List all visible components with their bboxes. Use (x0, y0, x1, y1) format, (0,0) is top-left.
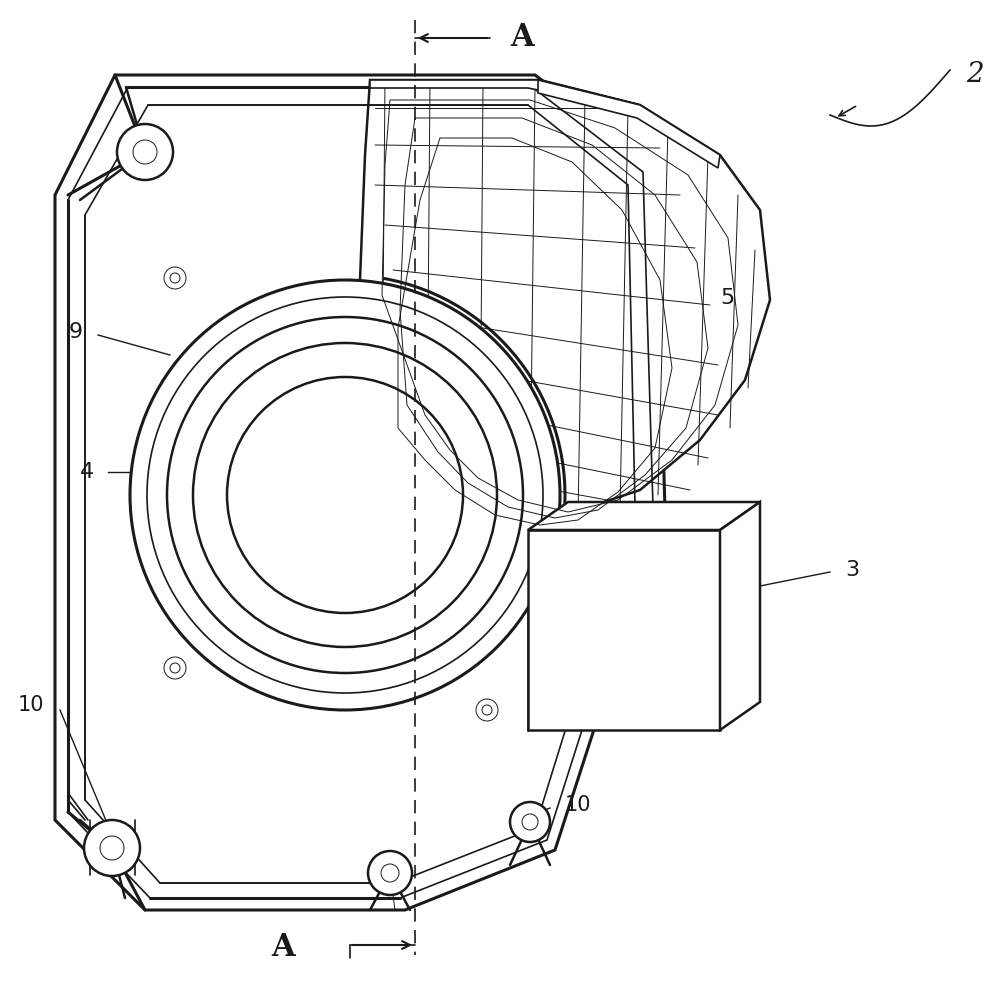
Circle shape (193, 343, 497, 647)
Circle shape (147, 297, 543, 693)
Polygon shape (528, 502, 760, 530)
Text: 3: 3 (845, 560, 859, 580)
Text: 10: 10 (565, 795, 592, 815)
Circle shape (482, 705, 492, 715)
Circle shape (164, 267, 186, 289)
Circle shape (170, 273, 180, 283)
Circle shape (167, 317, 523, 673)
Circle shape (84, 820, 140, 876)
Polygon shape (360, 80, 770, 510)
Text: A: A (271, 932, 295, 963)
Circle shape (117, 124, 173, 180)
Text: A: A (510, 23, 534, 54)
Circle shape (476, 699, 498, 721)
Circle shape (130, 280, 560, 710)
Text: 2: 2 (966, 62, 984, 89)
Circle shape (368, 851, 412, 895)
Polygon shape (528, 530, 720, 730)
Polygon shape (538, 80, 720, 168)
Circle shape (510, 802, 550, 842)
Text: 4: 4 (80, 462, 94, 482)
Circle shape (522, 814, 538, 830)
Text: 10: 10 (18, 695, 44, 715)
Circle shape (381, 864, 399, 882)
Text: 9: 9 (69, 322, 83, 342)
Circle shape (227, 377, 463, 613)
Polygon shape (720, 502, 760, 730)
Circle shape (100, 836, 124, 860)
Polygon shape (370, 80, 640, 108)
Circle shape (133, 140, 157, 164)
Text: 5: 5 (720, 288, 734, 308)
Circle shape (164, 657, 186, 679)
Text: 9: 9 (635, 710, 649, 730)
Circle shape (170, 663, 180, 673)
Polygon shape (55, 75, 665, 910)
